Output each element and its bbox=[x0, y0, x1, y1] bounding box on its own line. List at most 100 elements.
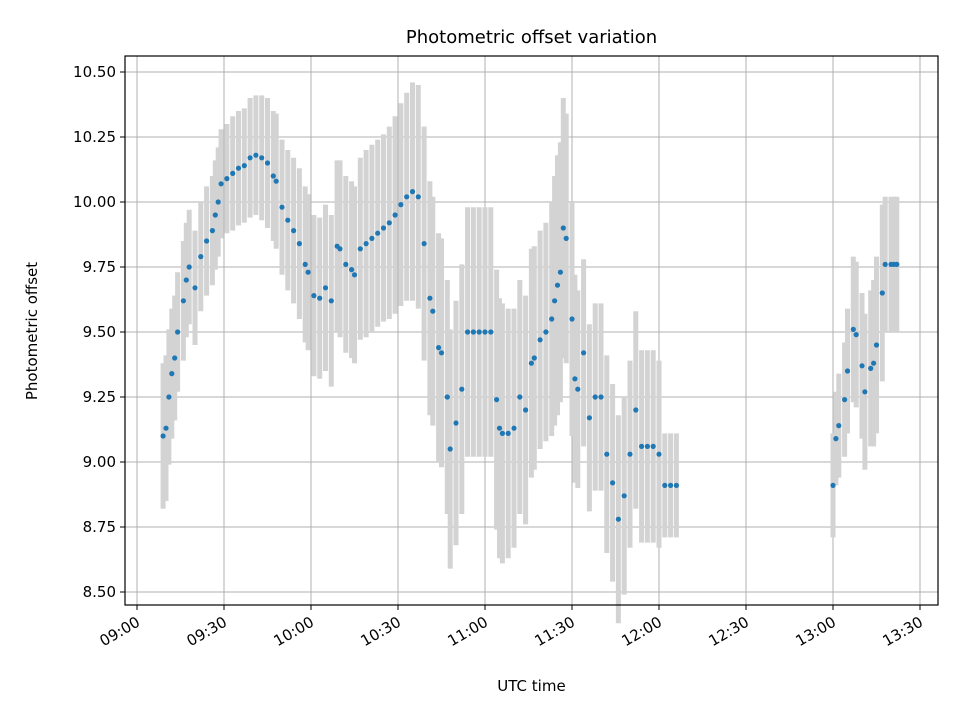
data-point bbox=[552, 298, 558, 304]
data-point bbox=[311, 293, 317, 299]
data-point bbox=[511, 425, 517, 431]
data-point bbox=[218, 181, 224, 187]
data-point bbox=[563, 235, 569, 241]
data-point bbox=[436, 345, 442, 351]
data-point bbox=[871, 360, 877, 366]
data-point bbox=[853, 332, 859, 338]
data-point bbox=[409, 189, 416, 195]
data-point bbox=[833, 436, 839, 442]
data-point bbox=[470, 329, 476, 335]
data-point bbox=[169, 371, 175, 377]
data-point bbox=[615, 516, 622, 522]
data-point bbox=[305, 269, 311, 275]
data-point bbox=[644, 443, 651, 449]
data-point bbox=[224, 176, 230, 182]
data-point bbox=[554, 282, 561, 288]
plot-frame bbox=[124, 55, 939, 606]
data-point bbox=[543, 329, 549, 335]
data-point bbox=[415, 194, 421, 200]
y-tick-label: 9.25 bbox=[83, 388, 116, 406]
data-point bbox=[844, 368, 851, 374]
data-point bbox=[241, 163, 247, 169]
data-point bbox=[836, 423, 842, 429]
data-point bbox=[482, 329, 488, 335]
data-point bbox=[517, 394, 523, 400]
data-point bbox=[343, 261, 349, 267]
data-point bbox=[279, 204, 285, 210]
data-point bbox=[668, 482, 674, 488]
chart-title: Photometric offset variation bbox=[406, 27, 657, 48]
data-point bbox=[499, 430, 505, 436]
data-point bbox=[604, 451, 610, 457]
data-point bbox=[868, 365, 874, 371]
data-point bbox=[859, 363, 865, 369]
y-tick-label: 9.75 bbox=[83, 258, 116, 276]
data-point bbox=[879, 290, 885, 296]
data-point bbox=[285, 217, 291, 223]
y-axis-ticks: 8.50 8.75 9.00 9.25 9.50 9.75 10.00 10.25 10.50 bbox=[73, 63, 125, 601]
data-point bbox=[204, 238, 210, 244]
data-point bbox=[598, 394, 604, 400]
data-point bbox=[380, 225, 387, 231]
data-point bbox=[444, 394, 450, 400]
data-point bbox=[328, 298, 334, 304]
data-point bbox=[531, 355, 537, 361]
y-tick-label: 9.50 bbox=[83, 323, 116, 341]
data-point bbox=[386, 220, 392, 226]
data-point bbox=[427, 295, 433, 301]
data-point bbox=[270, 173, 276, 179]
data-point bbox=[830, 482, 836, 488]
data-point bbox=[862, 389, 868, 395]
data-point bbox=[496, 425, 503, 431]
data-point bbox=[528, 360, 535, 366]
data-point bbox=[488, 329, 494, 335]
data-point bbox=[215, 199, 221, 205]
data-point bbox=[273, 178, 279, 184]
data-point bbox=[392, 212, 398, 218]
y-axis-label: Photometric offset bbox=[23, 262, 41, 400]
data-point bbox=[404, 194, 410, 200]
data-point bbox=[296, 241, 302, 247]
data-point bbox=[610, 480, 616, 486]
data-point bbox=[192, 285, 198, 291]
data-point bbox=[633, 407, 639, 413]
data-point bbox=[575, 386, 581, 392]
data-points bbox=[160, 152, 900, 522]
data-point bbox=[430, 308, 436, 314]
data-point bbox=[209, 228, 215, 234]
data-point bbox=[302, 261, 308, 267]
data-point bbox=[160, 433, 166, 439]
data-point bbox=[894, 261, 900, 267]
data-point bbox=[317, 295, 323, 301]
data-point bbox=[873, 342, 880, 348]
data-point bbox=[322, 285, 329, 291]
data-point bbox=[572, 376, 578, 382]
data-point bbox=[673, 482, 680, 488]
data-point bbox=[175, 329, 181, 335]
data-point bbox=[198, 254, 204, 260]
data-point bbox=[476, 329, 482, 335]
data-point bbox=[163, 425, 169, 431]
data-point bbox=[247, 155, 253, 161]
y-tick-label: 10.00 bbox=[73, 193, 116, 211]
data-point bbox=[627, 451, 633, 457]
data-point bbox=[183, 277, 189, 283]
data-point bbox=[560, 225, 566, 231]
data-point bbox=[349, 267, 355, 273]
data-point bbox=[235, 165, 242, 171]
data-point bbox=[537, 337, 543, 343]
data-point bbox=[592, 394, 598, 400]
data-point bbox=[549, 316, 555, 322]
data-point bbox=[212, 212, 218, 218]
x-axis-label: UTC time bbox=[497, 677, 565, 695]
data-point bbox=[581, 350, 587, 356]
y-tick-label: 8.50 bbox=[83, 583, 116, 601]
data-point bbox=[882, 261, 888, 267]
data-point bbox=[172, 355, 178, 361]
data-point bbox=[421, 241, 427, 247]
y-tick-label: 10.25 bbox=[73, 128, 116, 146]
data-point bbox=[230, 170, 236, 176]
data-point bbox=[621, 493, 627, 499]
data-point bbox=[523, 407, 529, 413]
data-point bbox=[465, 329, 471, 335]
